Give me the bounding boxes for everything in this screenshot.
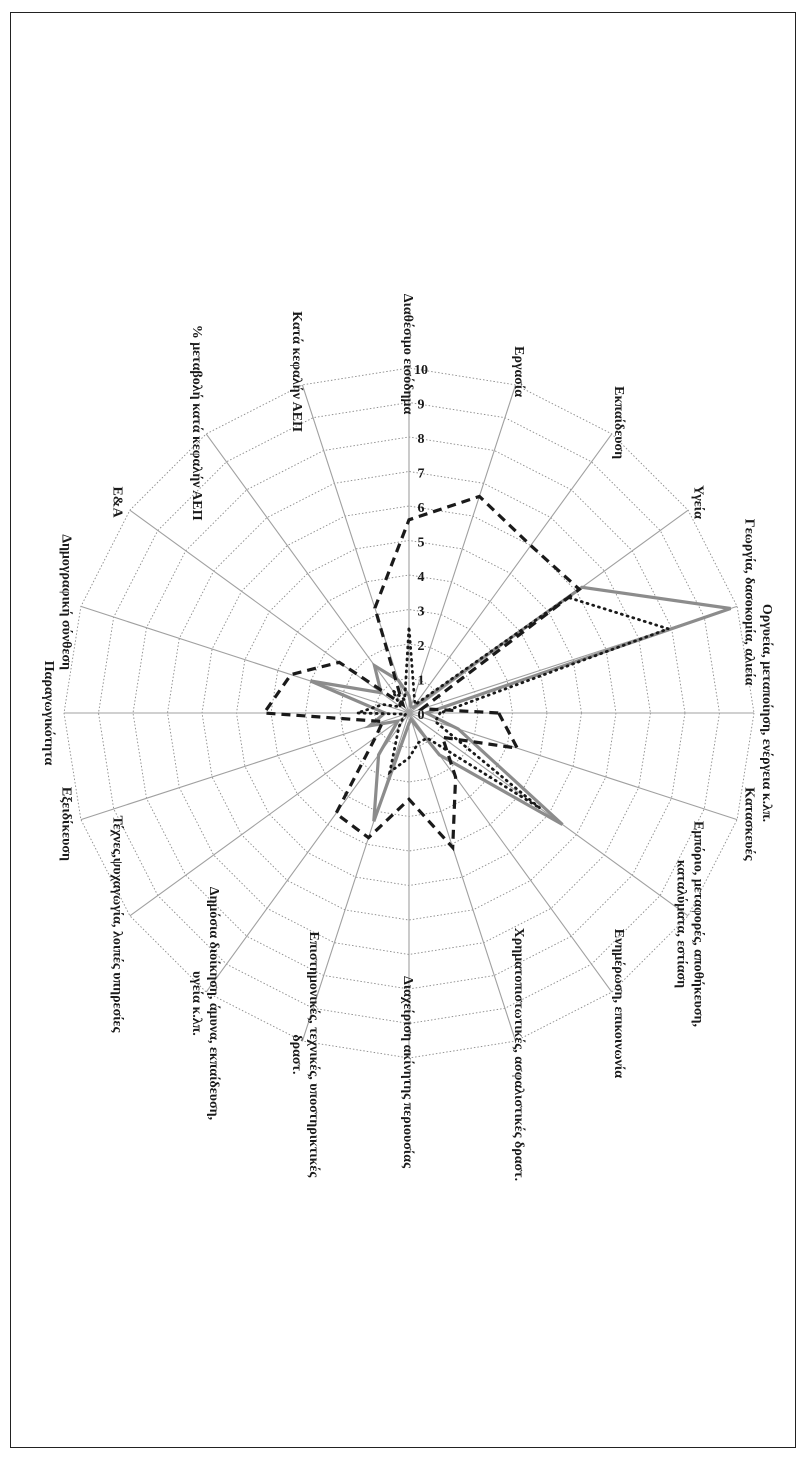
category-label-line: Κατά κεφαλήν ΑΕΠ <box>289 311 304 432</box>
series-line-solid-gray <box>309 585 732 826</box>
radial-tick: 6 <box>418 501 425 516</box>
radial-tick-label: 0 <box>418 708 425 723</box>
category-label-line: Παραγωγικότητα <box>41 661 56 766</box>
spoke <box>80 712 410 821</box>
spoke <box>408 384 517 714</box>
category-label-line: % μεταβολή κατά κεφαλήν ΑΕΠ <box>189 325 204 521</box>
category-label-line: Τέχνες,ψυχαγωγία, λοιπές υπηρεσίες <box>110 816 125 1034</box>
spoke <box>408 433 613 714</box>
radial-tick: 0 <box>418 708 425 723</box>
category-label: Εμπόριο, μεταφορές, αποθήκευση,καταλύματ… <box>673 821 705 1027</box>
category-label-line: Υγεία <box>690 485 705 519</box>
series-line-dashed-black <box>261 494 582 852</box>
category-label: Κατασκευές <box>741 787 756 861</box>
category-label: Κατά κεφαλήν ΑΕΠ <box>289 311 304 432</box>
category-label: Διαχείριση ακίνητης περιουσίας <box>400 976 415 1169</box>
radial-tick: 7 <box>418 467 425 482</box>
radial-tick-label: 2 <box>418 639 425 654</box>
category-label-line: Ενημέρωση, επικοινωνία <box>611 929 626 1079</box>
spoke <box>80 605 410 714</box>
radial-tick-label: 7 <box>418 467 425 482</box>
radial-tick: 8 <box>418 432 425 447</box>
category-label-line: Κατασκευές <box>741 787 756 861</box>
radial-tick-label: 8 <box>418 432 425 447</box>
category-label: Εξειδίκευση <box>59 787 74 861</box>
category-label-line: Επιστημονικές, τεχνικές, υποστηρικτικές <box>306 932 321 1179</box>
radial-tick-label: 9 <box>418 398 425 413</box>
category-label-line: Ε&Α <box>110 486 125 518</box>
radial-tick: 4 <box>418 570 425 585</box>
category-label-line: Εμπόριο, μεταφορές, αποθήκευση, <box>690 821 705 1027</box>
category-label-line: Εκπαίδευση <box>611 386 626 459</box>
category-label: Ε&Α <box>110 486 125 518</box>
radial-tick-label: 6 <box>418 501 425 516</box>
radial-tick-label: 3 <box>418 605 425 620</box>
radial-tick: 2 <box>418 639 425 654</box>
spoke <box>408 712 689 917</box>
grid-ring <box>132 436 686 990</box>
category-label: Παραγωγικότητα <box>41 661 56 766</box>
category-label-line: υγεία κ.λπ. <box>189 971 204 1036</box>
category-label-line: Εξειδίκευση <box>59 787 74 861</box>
category-label: Εκπαίδευση <box>611 386 626 459</box>
category-label: Δημογραφική σύνθεση <box>59 534 74 670</box>
category-label: Οργυεία, μεταποίηση, ενέργεια κ.λπ. <box>759 604 774 822</box>
spoke <box>408 712 613 993</box>
category-label-line: Γεωργία, δασοκομία, αλιεία <box>741 519 756 686</box>
category-label: % μεταβολή κατά κεφαλήν ΑΕΠ <box>189 325 204 521</box>
radial-tick: 5 <box>418 536 425 551</box>
category-label: Τέχνες,ψυχαγωγία, λοιπές υπηρεσίες <box>110 816 125 1034</box>
category-label: Γεωργία, δασοκομία, αλιεία <box>741 519 756 686</box>
radial-tick-label: 4 <box>418 570 425 585</box>
category-label-line: Διαχείριση ακίνητης περιουσίας <box>400 976 415 1169</box>
category-label-line: Χρηματοπιστωτικές, ασφαλιστικές δραστ. <box>511 928 526 1181</box>
radial-tick: 10 <box>414 363 428 378</box>
grid-ring <box>305 609 513 817</box>
series-line-dotted-black <box>356 595 673 810</box>
spoke <box>408 712 517 1042</box>
spoke <box>301 384 410 714</box>
category-label: Εργασία <box>511 346 526 397</box>
spoke <box>205 712 410 993</box>
radial-tick: 1 <box>418 674 425 689</box>
category-label: Χρηματοπιστωτικές, ασφαλιστικές δραστ. <box>511 928 526 1181</box>
category-label-line: καταλύματα, εστίαση <box>673 860 688 988</box>
category-label-line: Δημογραφική σύνθεση <box>59 534 74 670</box>
category-label-line: Διαθέσιμο εισόδημα <box>400 294 415 415</box>
grid-ring <box>374 678 444 748</box>
category-label: Υγεία <box>690 485 705 519</box>
spoke <box>129 712 410 917</box>
radial-tick-label: 1 <box>418 674 425 689</box>
category-label: Επιστημονικές, τεχνικές, υποστηρικτικέςδ… <box>289 932 321 1179</box>
radial-tick: 9 <box>418 398 425 413</box>
radial-tick-label: 5 <box>418 536 425 551</box>
spoke <box>408 712 738 821</box>
radial-tick: 3 <box>418 605 425 620</box>
category-label: Ενημέρωση, επικοινωνία <box>611 929 626 1079</box>
category-label-line: Εργασία <box>511 346 526 397</box>
category-label: Δημόσια διοίκηση, άμυνα, εκπαίδευση,υγεί… <box>189 887 221 1120</box>
category-label-line: δραστ. <box>289 1034 304 1074</box>
category-label: Διαθέσιμο εισόδημα <box>400 294 415 415</box>
category-label-line: Οργυεία, μεταποίηση, ενέργεια κ.λπ. <box>759 604 774 822</box>
category-label-line: Δημόσια διοίκηση, άμυνα, εκπαίδευση, <box>206 887 221 1120</box>
radial-tick-label: 10 <box>414 363 428 378</box>
